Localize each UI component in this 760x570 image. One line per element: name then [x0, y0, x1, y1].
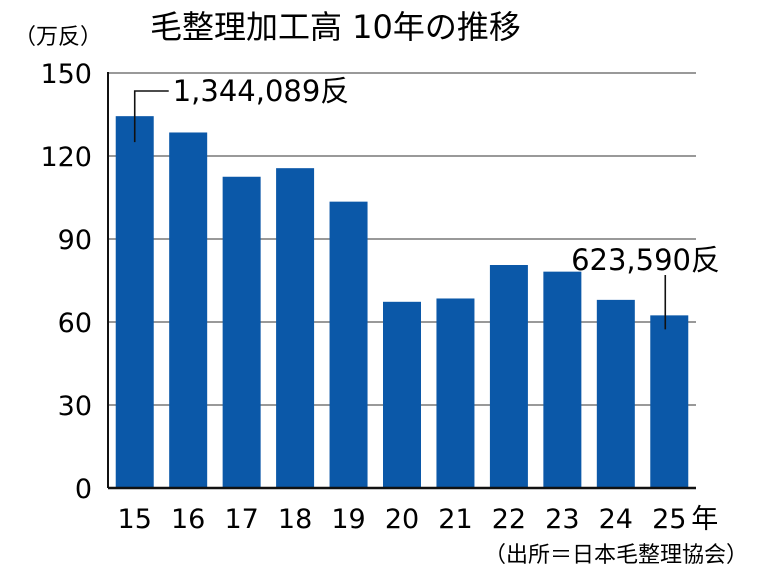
bars: [115, 116, 689, 488]
bar-22: [489, 265, 528, 488]
y-tick-label: 60: [58, 308, 92, 339]
x-axis-ticks: 15 16 17 18 19 20 21 22 23 24 25 年: [118, 504, 719, 535]
x-tick-label: 24: [599, 504, 633, 535]
x-tick-label: 17: [224, 504, 258, 535]
bar-17: [222, 176, 261, 488]
bar-25: [650, 315, 689, 488]
bar-24: [596, 299, 635, 488]
annotation-leader: [133, 90, 169, 143]
y-tick-label: 150: [40, 59, 92, 90]
bar-20: [383, 301, 421, 488]
source-note: （出所＝日本毛整理協会）: [484, 543, 748, 568]
x-tick-label: 20: [385, 504, 419, 535]
y-tick-label: 90: [58, 225, 92, 256]
x-tick-label: 25: [652, 504, 686, 535]
y-axis-ticks: 0 30 60 90 120 150: [40, 59, 92, 505]
y-tick-label: 120: [40, 142, 92, 173]
bar-21: [436, 298, 475, 488]
annotations: 1,344,089反 623,590反: [133, 74, 720, 330]
x-tick-label: 23: [545, 504, 579, 535]
x-tick-label: 16: [171, 504, 205, 535]
annotation-label: 1,344,089反: [173, 74, 350, 108]
axes: [107, 72, 696, 490]
y-tick-label: 0: [75, 474, 92, 505]
bar-16: [169, 132, 208, 488]
unit-label: （万反）: [14, 25, 102, 50]
x-tick-label: 21: [438, 504, 472, 535]
bar-15: [115, 116, 154, 488]
x-tick-label: 22: [492, 504, 526, 535]
y-tick-label: 30: [58, 391, 92, 422]
x-axis-suffix: 年: [691, 504, 718, 535]
bar-18: [276, 168, 315, 488]
bar-19: [329, 201, 368, 488]
chart-title: 毛整理加工高 10年の推移: [150, 8, 521, 46]
x-tick-label: 15: [118, 504, 152, 535]
x-tick-label: 19: [331, 504, 365, 535]
x-tick-label: 18: [278, 504, 312, 535]
annotation-label: 623,590反: [571, 243, 720, 277]
bar-23: [543, 271, 582, 488]
